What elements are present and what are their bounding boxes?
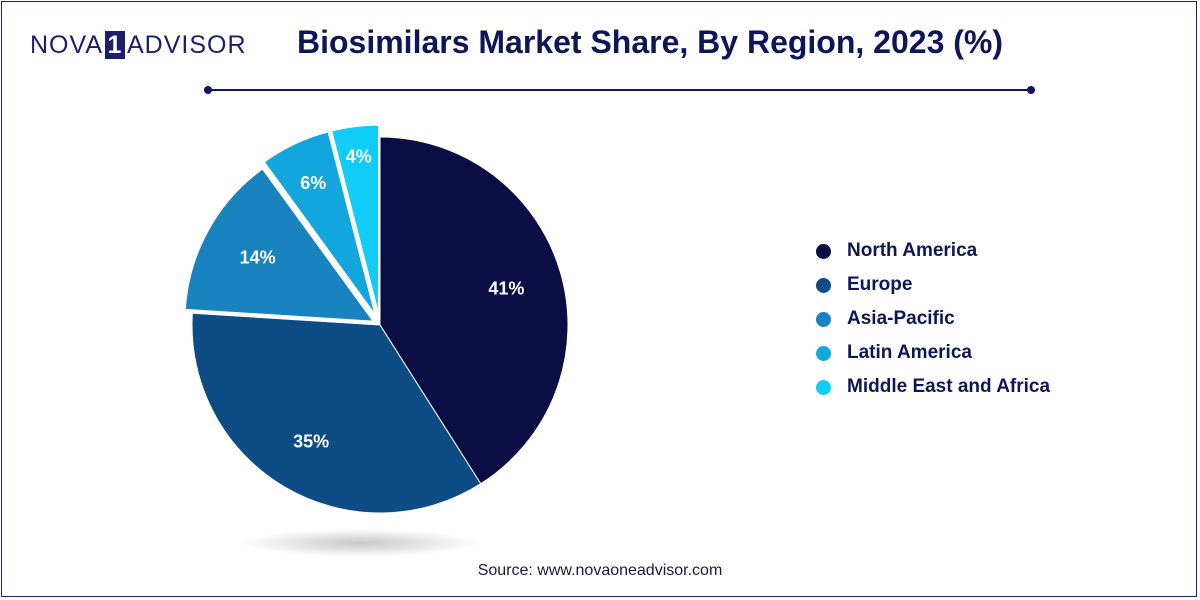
slice-label-europe: 35% (293, 432, 329, 452)
pie-slice-middle-east-and-africa (331, 124, 379, 314)
slice-label-latin-america: 6% (300, 173, 326, 193)
legend-item: North America (816, 234, 1050, 268)
title-underline (204, 86, 1035, 94)
legend-swatch (816, 277, 831, 293)
chart-title: Biosimilars Market Share, By Region, 202… (296, 24, 1004, 60)
legend-swatch (816, 379, 831, 395)
pie-slice-latin-america (263, 131, 376, 315)
slice-label-asia-pacific: 14% (240, 248, 276, 268)
legend: North America Europe Asia-Pacific Latin Ame… (816, 234, 1050, 404)
pie-slice-north-america (379, 136, 569, 485)
brand-logo-mid: 1 (105, 31, 125, 59)
brand-logo-left: NOVA (30, 30, 103, 59)
legend-item: Europe (816, 268, 1050, 302)
legend-swatch (816, 345, 831, 361)
legend-item: Middle East and Africa (816, 370, 1050, 404)
underline-dot-right (1027, 86, 1035, 94)
brand-logo-right: ADVISOR (127, 30, 247, 59)
source-note: Source: www.novaoneadvisor.com (477, 562, 723, 579)
pie-slice-asia-pacific (184, 168, 375, 322)
legend-swatch (816, 243, 831, 259)
legend-label: North America (847, 240, 978, 261)
legend-label: Middle East and Africa (847, 376, 1051, 397)
slice-label-north-america: 41% (488, 278, 524, 298)
underline-dot-left (204, 86, 212, 94)
slice-label-middle-east-and-africa: 4% (346, 146, 372, 166)
brand-logo: NOVA 1 ADVISOR (30, 30, 247, 60)
legend-swatch (816, 311, 831, 327)
legend-item: Latin America (816, 336, 1050, 370)
legend-item: Asia-Pacific (816, 302, 1050, 336)
pie-slice-europe (191, 312, 482, 514)
legend-label: Asia-Pacific (847, 308, 955, 329)
legend-label: Latin America (847, 342, 972, 363)
legend-label: Europe (847, 274, 913, 295)
pie-shadow (240, 529, 480, 557)
